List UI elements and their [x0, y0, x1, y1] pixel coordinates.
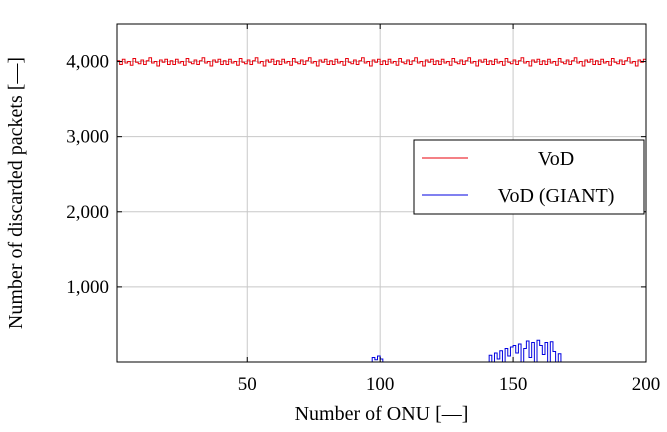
y-tick-label: 3,000 [66, 127, 109, 148]
y-tick-label: 1,000 [66, 277, 109, 298]
x-tick-label: 150 [499, 374, 528, 395]
x-tick-label: 200 [632, 374, 661, 395]
legend: VoD VoD (GIANT) [413, 139, 645, 215]
y-tick-label: 4,000 [66, 52, 109, 73]
series-line-vod [117, 57, 647, 67]
x-tick-label: 50 [238, 374, 257, 395]
series-line-vod-giant [486, 339, 567, 363]
x-tick-label: 100 [366, 374, 395, 395]
y-tick-label: 2,000 [66, 202, 109, 223]
series-layer [117, 57, 647, 363]
series-line-vod-giant [369, 355, 386, 363]
plot-frame [116, 23, 647, 363]
y-axis-label: Number of discarded packets [—] [5, 57, 27, 329]
legend-label-vod: VoD [538, 148, 574, 170]
ticks: 50 100 150 200 1,000 2,000 3,000 4,000 [66, 24, 660, 395]
legend-box [413, 139, 645, 215]
x-axis-label: Number of ONU [—] [295, 403, 469, 425]
legend-label-vod-giant: VoD (GIANT) [498, 185, 615, 207]
